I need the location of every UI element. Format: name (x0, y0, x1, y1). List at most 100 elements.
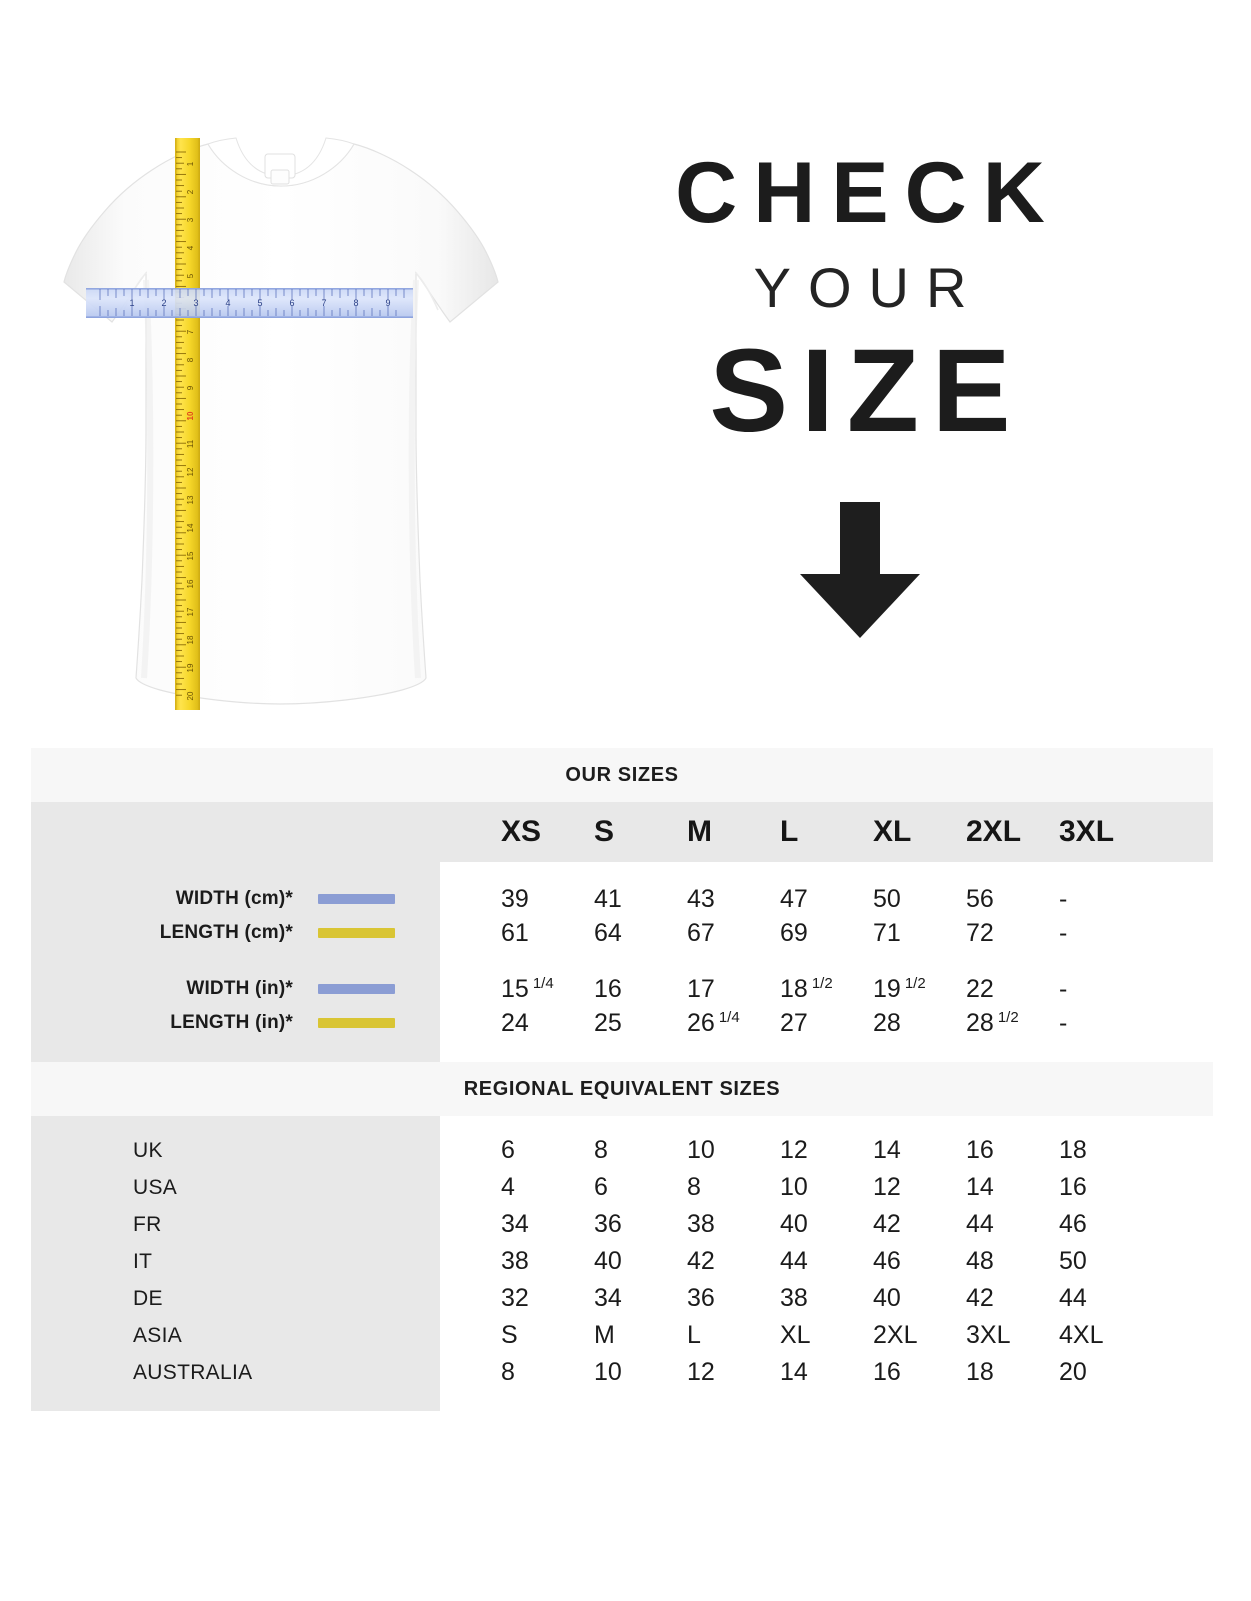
hero-section: 1 2 3 4 5 7 8 9 10 11 12 13 14 15 (0, 0, 1251, 740)
cell-length-cm-s: 64 (594, 918, 622, 947)
svg-text:4: 4 (225, 298, 230, 308)
cell-it-l: 44 (780, 1247, 808, 1275)
headline-size: SIZE (709, 325, 1024, 457)
cell-usa-xl: 12 (873, 1173, 901, 1201)
value: 22 (966, 974, 994, 1003)
cell-australia-3xl: 20 (1059, 1358, 1087, 1386)
cell-de-m: 36 (687, 1284, 715, 1312)
cell-uk-s: 8 (594, 1136, 608, 1164)
value: - (1059, 974, 1068, 1003)
svg-text:13: 13 (186, 495, 195, 504)
column-header-s: S (594, 815, 615, 848)
svg-text:11: 11 (186, 439, 195, 448)
cell-width-in-xs: 15 1/4 (501, 972, 554, 1006)
cell-width-cm-l: 47 (780, 884, 808, 913)
cell-length-in-l: 27 (780, 1006, 812, 1040)
column-header-m: M (687, 815, 712, 848)
tshirt-svg: 1 2 3 4 5 7 8 9 10 11 12 13 14 15 (63, 137, 499, 710)
cell-asia-2xl: 3XL (966, 1321, 1011, 1349)
column-header-3xl: 3XL (1059, 815, 1115, 848)
svg-text:5: 5 (257, 298, 262, 308)
cell-usa-l: 10 (780, 1173, 808, 1201)
cell-width-cm-xs: 39 (501, 884, 529, 913)
cell-fr-xl: 42 (873, 1210, 901, 1238)
headline-check: CHECK (675, 145, 1061, 241)
swatch-length-in (318, 1018, 395, 1028)
svg-text:9: 9 (385, 298, 390, 308)
value: - (1059, 1008, 1068, 1037)
cell-length-cm-2xl: 72 (966, 918, 994, 947)
cell-asia-l: XL (780, 1321, 811, 1349)
cell-length-cm-xs: 61 (501, 918, 529, 947)
cell-asia-xs: S (501, 1321, 518, 1349)
cell-length-in-m: 26 1/4 (687, 1006, 740, 1040)
table-row: UK 6 8 10 12 14 16 18 (31, 1132, 1213, 1169)
our-sizes-data-panel (440, 862, 1213, 1062)
cell-width-cm-3xl: - (1059, 884, 1068, 913)
cell-width-in-l: 18 1/2 (780, 972, 833, 1006)
svg-text:10: 10 (186, 411, 195, 420)
row-label-length-cm: LENGTH (cm)* (159, 922, 293, 943)
svg-text:19: 19 (186, 663, 195, 672)
fraction: 1/2 (811, 974, 833, 992)
value: 15 (501, 974, 529, 1003)
column-l: L (719, 802, 812, 862)
cell-uk-l: 12 (780, 1136, 808, 1164)
cell-length-in-xl: 28 (873, 1006, 905, 1040)
cell-uk-3xl: 18 (1059, 1136, 1087, 1164)
value: 25 (594, 1008, 622, 1037)
column-xs: XS (440, 802, 541, 862)
cell-fr-xs: 34 (501, 1210, 529, 1238)
svg-text:3: 3 (193, 298, 198, 308)
swatch-length-cm (318, 928, 395, 938)
row-label-australia: AUSTRALIA (133, 1360, 253, 1384)
row-label-it: IT (133, 1249, 153, 1273)
cell-de-s: 34 (594, 1284, 622, 1312)
cell-asia-3xl: 4XL (1059, 1321, 1104, 1349)
value: 17 (687, 974, 715, 1003)
table-row: AUSTRALIA 8 10 12 14 16 18 20 (31, 1354, 1213, 1391)
cell-fr-l: 40 (780, 1210, 808, 1238)
column-2xl: 2XL (905, 802, 1021, 862)
cell-usa-xs: 4 (501, 1173, 515, 1201)
cell-it-s: 40 (594, 1247, 622, 1275)
swatch-width-in (318, 984, 395, 994)
value: 28 (873, 1008, 901, 1037)
svg-text:1: 1 (186, 161, 195, 166)
table-row: WIDTH (cm)* 39 41 43 47 50 56 - (31, 882, 1213, 916)
cell-width-in-2xl: 22 (966, 972, 998, 1006)
svg-text:2: 2 (186, 189, 195, 194)
fraction: 1/4 (532, 974, 554, 992)
svg-text:17: 17 (186, 607, 195, 616)
column-header-xl: XL (873, 815, 912, 848)
svg-text:3: 3 (186, 217, 195, 222)
svg-text:16: 16 (186, 579, 195, 588)
row-label-width-cm: WIDTH (cm)* (175, 888, 293, 909)
row-label-de: DE (133, 1286, 163, 1310)
our-sizes-body: WIDTH (cm)* 39 41 43 47 50 56 - LENGTH (… (31, 862, 1213, 1062)
table-row: LENGTH (cm)* 61 64 67 69 71 72 - (31, 916, 1213, 950)
table-row: LENGTH (in)* 24 25 26 1/4 27 28 28 1/2 - (31, 1006, 1213, 1040)
value: 28 (966, 1008, 994, 1037)
cell-australia-xl: 16 (873, 1358, 901, 1386)
blue-ruler-icon: 1 2 3 4 5 6 7 8 9 (86, 288, 413, 318)
svg-text:12: 12 (186, 467, 195, 476)
cell-width-in-m: 17 (687, 972, 719, 1006)
cell-fr-2xl: 44 (966, 1210, 994, 1238)
column-xl: XL (812, 802, 912, 862)
our-sizes-header-row: XS S M L XL 2XL 3XL (31, 802, 1213, 862)
spacer-top (31, 862, 1213, 882)
regional-sizes-title: REGIONAL EQUIVALENT SIZES (31, 1062, 1213, 1116)
column-header-l: L (780, 815, 799, 848)
svg-text:2: 2 (161, 298, 166, 308)
cell-width-cm-m: 43 (687, 884, 715, 913)
cell-australia-l: 14 (780, 1358, 808, 1386)
svg-text:8: 8 (186, 357, 195, 362)
cell-usa-m: 8 (687, 1173, 701, 1201)
down-arrow-icon (800, 502, 920, 638)
svg-text:6: 6 (289, 298, 294, 308)
cell-australia-m: 12 (687, 1358, 715, 1386)
cell-uk-2xl: 16 (966, 1136, 994, 1164)
down-arrow-container (600, 500, 1120, 660)
